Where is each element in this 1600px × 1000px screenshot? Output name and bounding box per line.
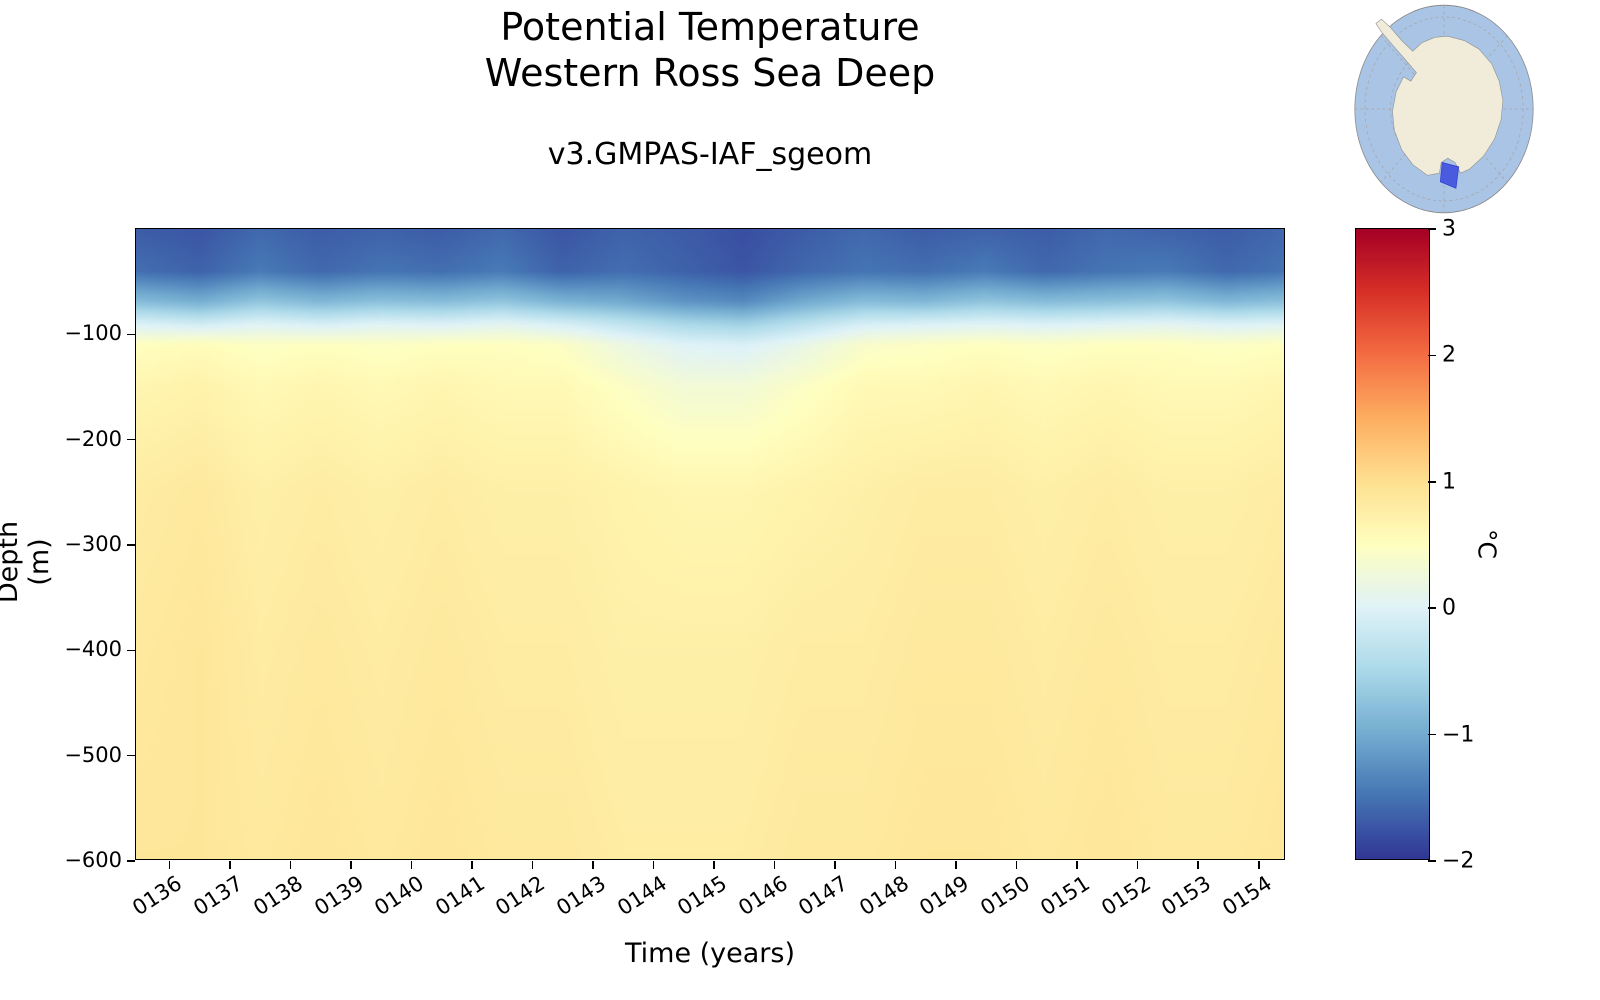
y-tick-mark xyxy=(127,649,135,652)
x-tick-label: 0147 xyxy=(794,871,853,921)
y-tick-mark xyxy=(127,333,135,336)
x-tick-label: 0144 xyxy=(612,871,671,921)
ross-sea-highlight xyxy=(1439,161,1460,189)
y-tick-label: −200 xyxy=(64,426,122,451)
colorbar-tick-mark xyxy=(1428,607,1436,609)
y-tick-mark xyxy=(127,544,135,546)
x-tick-mark xyxy=(289,861,292,869)
x-tick-mark xyxy=(471,861,473,869)
colorbar-tick-label: 3 xyxy=(1442,216,1456,242)
y-tick-label: −300 xyxy=(64,531,122,556)
y-tick-label: −100 xyxy=(64,321,122,346)
x-tick-label: 0154 xyxy=(1217,871,1276,921)
x-tick-mark xyxy=(1015,861,1018,869)
colorbar-tick-mark xyxy=(1428,228,1436,230)
x-tick-label: 0148 xyxy=(854,871,913,921)
x-tick-mark xyxy=(652,861,655,869)
x-tick-mark xyxy=(894,861,897,869)
x-tick-label: 0142 xyxy=(491,871,550,921)
colorbar-tick-mark xyxy=(1428,481,1436,483)
x-tick-mark xyxy=(1197,861,1199,869)
colorbar-unit-label: °C xyxy=(1472,529,1502,559)
colorbar-tick-mark xyxy=(1428,733,1436,736)
x-tick-label: 0146 xyxy=(733,871,792,921)
x-tick-label: 0150 xyxy=(975,871,1034,921)
x-tick-mark xyxy=(955,861,957,869)
chart-title-line2: Western Ross Sea Deep xyxy=(484,51,936,95)
x-axis-label: Time (years) xyxy=(624,938,796,969)
x-tick-label: 0151 xyxy=(1036,871,1095,921)
x-tick-mark xyxy=(229,861,231,869)
y-tick-label: −600 xyxy=(64,847,122,872)
x-tick-mark xyxy=(1136,861,1139,869)
heatmap-canvas xyxy=(136,229,1284,859)
x-tick-label: 0137 xyxy=(188,871,247,921)
y-tick-label: −500 xyxy=(64,742,122,767)
x-tick-label: 0153 xyxy=(1157,871,1216,921)
x-tick-label: 0138 xyxy=(249,871,308,921)
chart-subtitle: v3.GMPAS-IAF_sgeom xyxy=(547,137,873,172)
x-tick-label: 0136 xyxy=(128,871,187,921)
colorbar-tick-label: 2 xyxy=(1442,342,1456,368)
x-tick-mark xyxy=(410,861,413,869)
x-tick-mark xyxy=(168,861,171,869)
antarctica-inset-map xyxy=(1354,4,1534,214)
x-tick-label: 0141 xyxy=(431,871,489,921)
x-tick-mark xyxy=(350,861,352,869)
x-tick-mark xyxy=(713,861,715,869)
heatmap-plot-area: 0136 0137 0138 0139 0140 0141 0142 0143 0144 0145… xyxy=(64,228,1285,920)
colorbar-tick-label: −1 xyxy=(1442,722,1475,748)
x-tick-mark xyxy=(1258,861,1260,869)
y-axis-label: Depth (m) xyxy=(0,520,55,604)
y-tick-mark xyxy=(127,438,135,441)
x-tick-mark xyxy=(592,861,594,869)
x-tick-label: 0145 xyxy=(673,871,732,921)
x-tick-label: 0149 xyxy=(915,871,974,921)
x-tick-label: 0143 xyxy=(552,871,611,921)
colorbar-tick-label: 1 xyxy=(1442,469,1456,495)
colorbar-tick-label: 0 xyxy=(1442,595,1456,621)
colorbar-tick-mark xyxy=(1428,860,1436,862)
chart-title-line1: Potential Temperature xyxy=(500,5,920,49)
y-tick-label: −400 xyxy=(64,637,122,662)
x-tick-label: 0140 xyxy=(370,871,429,921)
x-tick-label: 0139 xyxy=(310,871,368,921)
x-tick-mark xyxy=(773,861,776,869)
colorbar-tick-mark xyxy=(1428,354,1436,357)
x-tick-mark xyxy=(531,861,534,869)
colorbar-tick-label: −2 xyxy=(1442,848,1475,874)
y-tick-mark xyxy=(127,754,135,757)
x-tick-label: 0152 xyxy=(1096,871,1155,921)
x-tick-mark xyxy=(1076,861,1078,869)
y-tick-mark xyxy=(127,860,135,862)
colorbar: 3 2 1 0 −1 −2 xyxy=(1355,217,1474,874)
antarctica-landmass xyxy=(1375,18,1504,176)
colorbar-canvas xyxy=(1356,229,1429,859)
x-tick-mark xyxy=(834,861,836,869)
